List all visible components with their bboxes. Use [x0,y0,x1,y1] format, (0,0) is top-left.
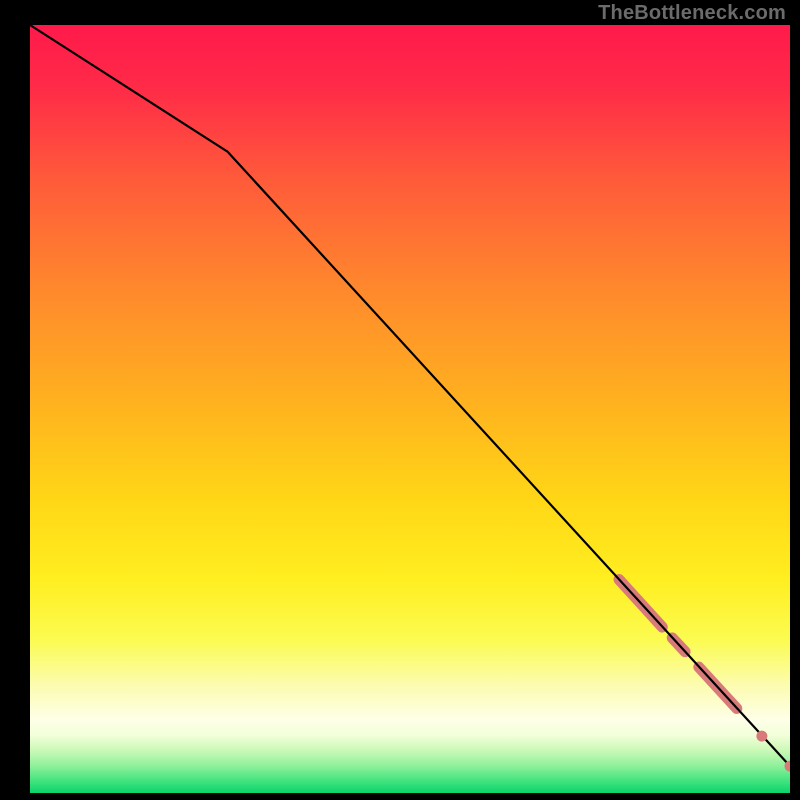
chart-background [30,25,790,793]
watermark-text: TheBottleneck.com [598,2,786,25]
chart-container: { "watermark": { "text": "TheBottleneck.… [0,0,800,800]
marker-dot [756,731,767,742]
chart-plot-area [30,25,790,793]
chart-svg [30,25,790,793]
